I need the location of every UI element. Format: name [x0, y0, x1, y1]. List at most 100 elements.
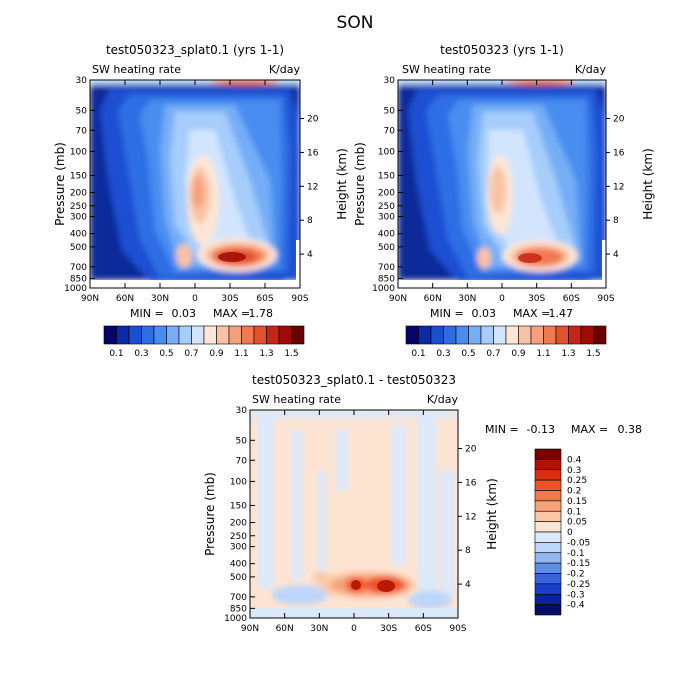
panel-2-colorbar-swatch: [593, 325, 607, 345]
panel-2-y-tick-label: 100: [378, 147, 395, 157]
panel-3-x-tick-label: 0: [351, 624, 357, 634]
panel-2-y2label: Height (km): [641, 148, 655, 219]
panel-1-y-tick-label: 100: [70, 147, 87, 157]
panel-2-max-value: 1.47: [549, 307, 574, 320]
panel-1-max-value: 1.78: [249, 307, 274, 320]
panel-3-x-tick-label: 60S: [415, 624, 432, 634]
panel-1-x-tick-label: 90S: [291, 294, 308, 304]
panel-2-y-tick-label: 30: [384, 76, 396, 86]
panel-3-field-label: SW heating rate: [252, 393, 341, 406]
panel-3-colorbar-swatch: [534, 531, 562, 543]
panel-3-ylabel: Pressure (mb): [203, 472, 217, 556]
panel-1-height-axis: 20 16 12 8 4: [300, 115, 319, 260]
panel-3-y2-tick-label: 12: [465, 512, 476, 522]
panel-3-colorbar-label: 0.2: [567, 487, 581, 497]
panel-2-ylabel: Pressure (mb): [353, 142, 367, 226]
panel-3-units: K/day: [427, 393, 459, 406]
panel-3-y-tick-label: 200: [230, 519, 247, 529]
panel-2-title: test050323 (yrs 1-1): [440, 43, 564, 57]
panel-1-x-tick-label: 60S: [256, 294, 273, 304]
panel-3-y-tick-label: 70: [236, 456, 248, 466]
panel-1-x-tick-label: 30N: [151, 294, 169, 304]
panel-2-colorbar-swatch: [518, 325, 532, 345]
panel-1-colorbar-label: 0.3: [134, 349, 148, 359]
panel-2-y-tick-label: 850: [378, 274, 395, 284]
panel-2-colorbar-swatch: [555, 325, 569, 345]
panel-3-y-tick-label: 1000: [224, 614, 247, 624]
panel-1-y-tick-label: 30: [76, 76, 88, 86]
panel-3-x-tick-label: 90S: [449, 624, 466, 634]
panel-2: test050323 (yrs 1-1) SW heating rate K/d…: [353, 43, 655, 359]
panel-3-colorbar: 0.40.30.250.20.150.10.050-0.05-0.1-0.15-…: [534, 448, 590, 616]
panel-3-min-label: MIN =: [485, 423, 519, 436]
panel-3-colorbar-swatch: [534, 448, 562, 460]
panel-1-colorbar-swatch: [278, 325, 292, 345]
panel-3-x-axis: 90N 60N 30N 0 30S 60S 90S: [241, 410, 467, 634]
panel-2-y-tick-label: 400: [378, 230, 395, 240]
panel-2-colorbar-swatch: [443, 325, 457, 345]
panel-2-y-tick-label: 50: [384, 106, 396, 116]
panel-2-colorbar-swatch: [493, 325, 507, 345]
panel-1-colorbar-swatch: [291, 325, 305, 345]
panel-2-contour-field: [398, 80, 606, 288]
panel-2-height-axis: 20 16 12 8 4: [606, 115, 625, 260]
panel-1-y-tick-label: 500: [70, 243, 87, 253]
panel-2-colorbar-label: 0.1: [411, 349, 425, 359]
panel-2-x-tick-label: 90N: [389, 294, 407, 304]
panel-2-colorbar-swatch: [543, 325, 557, 345]
panel-2-colorbar-label: 0.9: [511, 349, 526, 359]
figure-title: SON: [337, 13, 374, 33]
panel-1-colorbar-label: 1.1: [234, 349, 248, 359]
panel-2-x-tick-label: 60N: [424, 294, 442, 304]
panel-2-x-tick-label: 90S: [597, 294, 614, 304]
panel-1-x-tick-label: 30S: [221, 294, 238, 304]
panel-2-colorbar-label: 0.7: [486, 349, 500, 359]
panel-1-colorbar-swatch: [191, 325, 205, 345]
panel-1-colorbar: 0.1 0.3 0.5 0.7 0.9 1.1 1.3 1.5: [103, 325, 305, 359]
panel-3-colorbar-swatch: [534, 521, 562, 533]
panel-1-colorbar-swatch: [153, 325, 167, 345]
panel-2-x-tick-label: 60S: [563, 294, 580, 304]
panel-3-max-value: 0.38: [618, 423, 643, 436]
panel-2-x-tick-label: 30S: [528, 294, 545, 304]
panel-3-y2-tick-label: 8: [465, 546, 471, 556]
panel-2-y2-tick-label: 4: [613, 250, 619, 260]
panel-2-colorbar: 0.1 0.3 0.5 0.7 0.9 1.1 1.3 1.5: [405, 325, 607, 359]
panel-3-height-axis: 20 16 12 8 4: [458, 445, 477, 590]
panel-1-x-tick-label: 0: [192, 294, 198, 304]
panel-3-x-tick-label: 30S: [380, 624, 397, 634]
panel-1-y-tick-label: 700: [70, 263, 87, 273]
panel-3-colorbar-label: -0.25: [567, 580, 590, 590]
panel-2-colorbar-label: 0.3: [436, 349, 450, 359]
panel-2-y-tick-label: 300: [378, 213, 395, 223]
panel-3-y-tick-label: 100: [230, 477, 247, 487]
panel-3-colorbar-swatch: [534, 542, 562, 554]
panel-3-colorbar-swatch: [534, 604, 562, 616]
panel-3-colorbar-label: -0.3: [567, 590, 585, 600]
panel-1-field-label: SW heating rate: [92, 63, 181, 76]
panel-1-min-value: 0.03: [172, 307, 197, 320]
panel-1-y-tick-label: 400: [70, 230, 87, 240]
panel-3-max-label: MAX =: [571, 423, 608, 436]
panel-1-colorbar-label: 0.9: [209, 349, 224, 359]
panel-2-y-tick-label: 500: [378, 243, 395, 253]
panel-2-y2-tick-label: 12: [613, 182, 624, 192]
panel-2-colorbar-label: 1.1: [536, 349, 550, 359]
panel-2-y-tick-label: 700: [378, 263, 395, 273]
panel-2-x-tick-label: 0: [499, 294, 505, 304]
panel-3-colorbar-swatch: [534, 490, 562, 502]
panel-2-colorbar-swatch: [405, 325, 419, 345]
panel-1: test050323_splat0.1 (yrs 1-1) SW heating…: [53, 43, 349, 359]
panel-3-colorbar-swatch: [534, 593, 562, 605]
panel-2-y-tick-label: 200: [378, 189, 395, 199]
panel-3-y2label: Height (km): [485, 478, 499, 549]
panel-2-colorbar-swatch: [580, 325, 594, 345]
panel-3-y-tick-label: 30: [236, 406, 248, 416]
panel-1-colorbar-label: 1.3: [259, 349, 273, 359]
panel-3-colorbar-label: 0.4: [567, 455, 582, 465]
panel-2-colorbar-swatch: [505, 325, 519, 345]
panel-3-colorbar-label: -0.1: [567, 549, 585, 559]
panel-2-colorbar-swatch: [418, 325, 432, 345]
